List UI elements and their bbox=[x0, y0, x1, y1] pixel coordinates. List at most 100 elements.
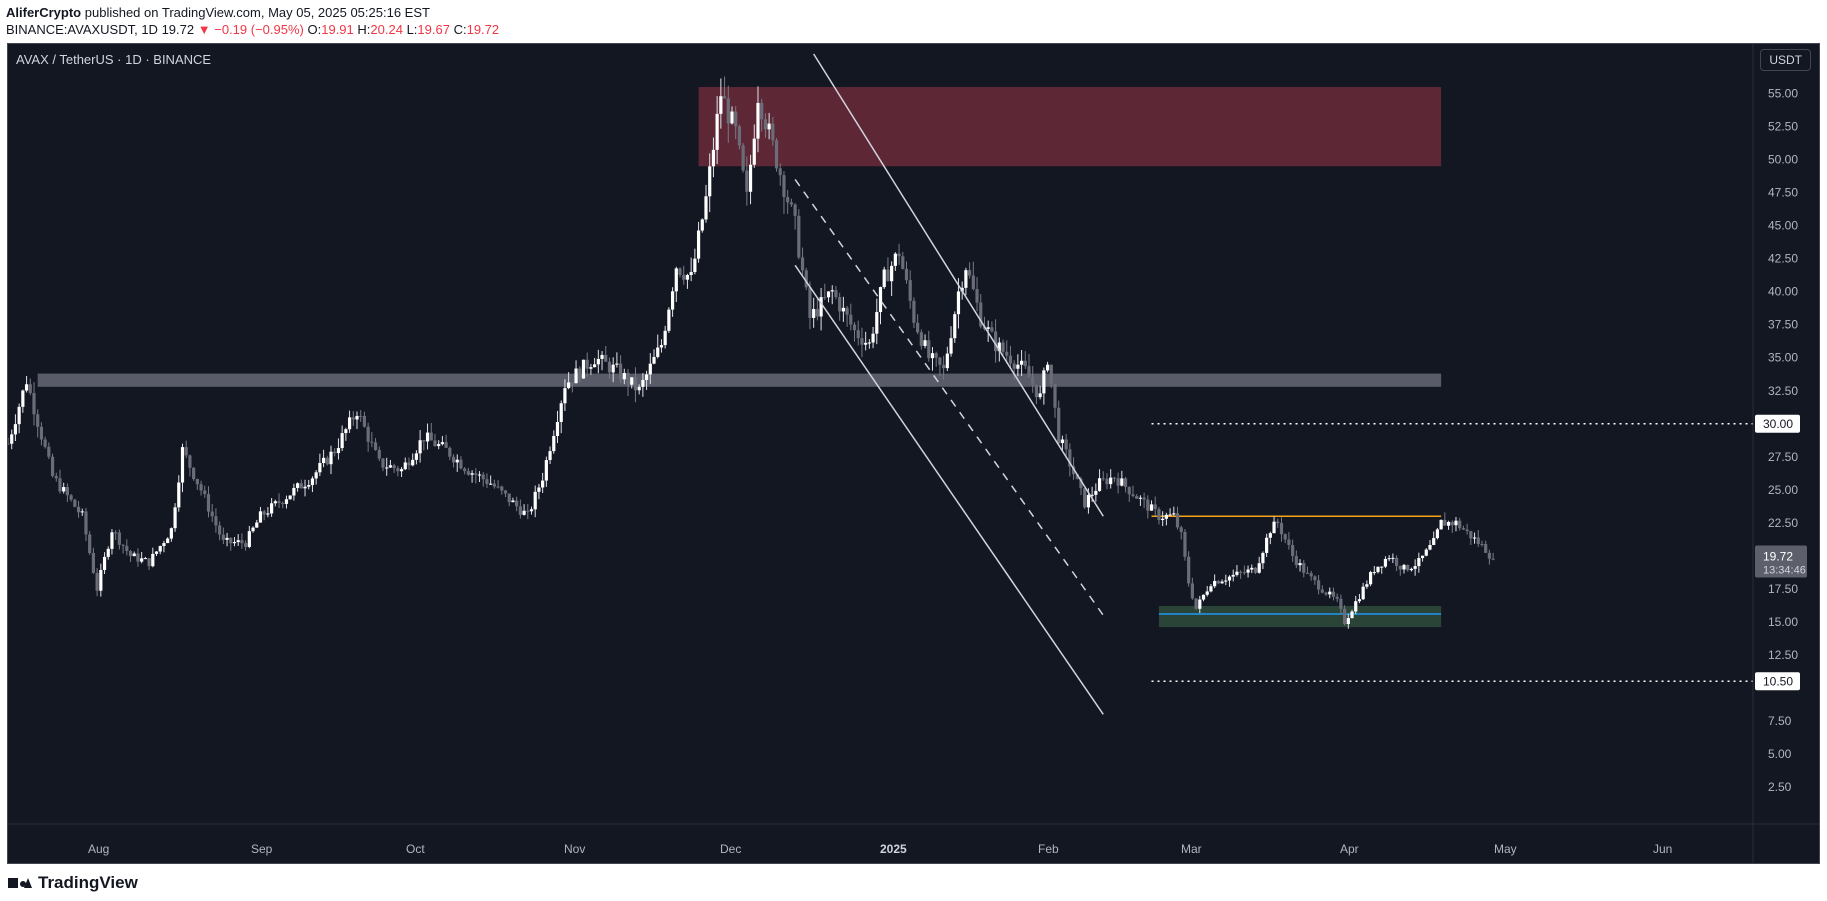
candle-body bbox=[782, 175, 786, 198]
candle-body bbox=[704, 196, 708, 220]
x-tick-label: Nov bbox=[564, 842, 585, 856]
candle-body bbox=[1268, 533, 1272, 538]
candle-body bbox=[1246, 569, 1250, 573]
candle-body bbox=[166, 538, 170, 544]
candle-body bbox=[24, 384, 29, 391]
candle-body bbox=[370, 441, 374, 443]
candle-body bbox=[329, 451, 333, 465]
candle-body bbox=[347, 417, 352, 430]
candle-body bbox=[552, 435, 556, 452]
candle-body bbox=[47, 446, 51, 457]
candle-body bbox=[1094, 490, 1098, 495]
candle-body bbox=[180, 447, 185, 483]
candle-body bbox=[886, 269, 890, 282]
candle-body bbox=[1428, 545, 1432, 550]
candle-body bbox=[255, 522, 259, 528]
candle-body bbox=[570, 382, 574, 384]
candle-body bbox=[1213, 580, 1217, 587]
candle-body bbox=[277, 501, 281, 503]
candle-body bbox=[630, 377, 634, 385]
candle-body bbox=[1227, 576, 1232, 581]
candle-body bbox=[206, 494, 211, 512]
candle-body bbox=[1417, 558, 1421, 567]
candle-body bbox=[637, 386, 641, 391]
candle-body bbox=[1402, 564, 1406, 570]
candle-body bbox=[344, 429, 348, 434]
candle-body bbox=[1443, 519, 1447, 526]
candle-body bbox=[1071, 466, 1076, 475]
candle-body bbox=[1131, 494, 1135, 497]
candle-body bbox=[1086, 495, 1091, 508]
candle-body bbox=[993, 331, 998, 352]
candle-body bbox=[325, 457, 329, 465]
candle-body bbox=[611, 364, 615, 373]
candle-body bbox=[633, 377, 638, 391]
candle-body bbox=[1172, 513, 1176, 515]
candle-body bbox=[667, 309, 671, 331]
candle-body bbox=[459, 459, 463, 469]
x-tick-label: Oct bbox=[406, 842, 425, 856]
candle-body bbox=[1391, 557, 1395, 559]
brand-name: TradingView bbox=[38, 873, 138, 892]
candle-body bbox=[1027, 366, 1031, 378]
candle-body bbox=[1242, 572, 1246, 574]
candle-body bbox=[808, 287, 812, 318]
candle-body bbox=[1272, 521, 1276, 534]
price-chart[interactable]: 55.00 52.50 50.00 47.50 45.00 42.50 40.00 37.50… bbox=[8, 44, 1819, 863]
candle-body bbox=[1149, 504, 1154, 511]
candle-body bbox=[1209, 586, 1213, 592]
candle-body bbox=[904, 268, 909, 281]
candle-body bbox=[919, 332, 923, 346]
candle-body bbox=[240, 540, 244, 544]
tradingview-logo[interactable]: TradingView bbox=[8, 873, 138, 893]
candle-body bbox=[437, 444, 441, 447]
candle-body bbox=[1413, 566, 1417, 569]
candle-body bbox=[80, 511, 84, 513]
candle-body bbox=[88, 534, 92, 553]
candle-body bbox=[50, 456, 55, 477]
candle-body bbox=[1168, 514, 1172, 516]
candle-body bbox=[1250, 567, 1254, 570]
candle-body bbox=[1161, 518, 1165, 521]
candle-body bbox=[912, 300, 916, 323]
candle-body bbox=[195, 479, 199, 485]
candle-body bbox=[466, 471, 470, 475]
candle-body bbox=[1472, 537, 1477, 539]
y-tick-label: 55.00 bbox=[1768, 87, 1798, 101]
candle-body bbox=[1005, 351, 1009, 356]
candle-body bbox=[760, 102, 764, 120]
candle-body bbox=[359, 415, 363, 417]
candle-body bbox=[444, 442, 448, 448]
candle-body bbox=[13, 424, 18, 435]
y-tick-label: 50.00 bbox=[1768, 153, 1798, 167]
candle-body bbox=[600, 354, 604, 359]
candle-body bbox=[1491, 558, 1495, 560]
candle-body bbox=[555, 422, 560, 436]
currency-button[interactable]: USDT bbox=[1760, 49, 1811, 71]
candle-body bbox=[1042, 370, 1046, 394]
candle-body bbox=[990, 327, 994, 332]
candle-body bbox=[102, 556, 107, 570]
candle-body bbox=[1435, 529, 1440, 539]
candle-body bbox=[901, 256, 905, 269]
candle-body bbox=[1201, 594, 1206, 600]
candle-body bbox=[1153, 504, 1157, 510]
candle-body bbox=[425, 432, 430, 442]
candle-body bbox=[533, 491, 537, 510]
candle-body bbox=[968, 270, 972, 276]
candle-body bbox=[281, 502, 285, 504]
candle-body bbox=[366, 426, 370, 442]
author-name[interactable]: AliferCrypto bbox=[6, 5, 82, 20]
candle-body bbox=[1038, 393, 1042, 398]
candle-body bbox=[1458, 520, 1462, 529]
candle-body bbox=[99, 569, 103, 591]
candle-body bbox=[1361, 586, 1365, 600]
candle-body bbox=[1287, 539, 1291, 545]
chart-area[interactable]: 55.00 52.50 50.00 47.50 45.00 42.50 40.00 37.50… bbox=[7, 43, 1820, 864]
candle-body bbox=[986, 327, 990, 329]
close-value: 19.72 bbox=[466, 22, 500, 37]
candle-body bbox=[1220, 581, 1224, 584]
level-tag bbox=[1755, 672, 1800, 691]
candle-body bbox=[399, 469, 404, 472]
candle-body bbox=[273, 501, 277, 504]
